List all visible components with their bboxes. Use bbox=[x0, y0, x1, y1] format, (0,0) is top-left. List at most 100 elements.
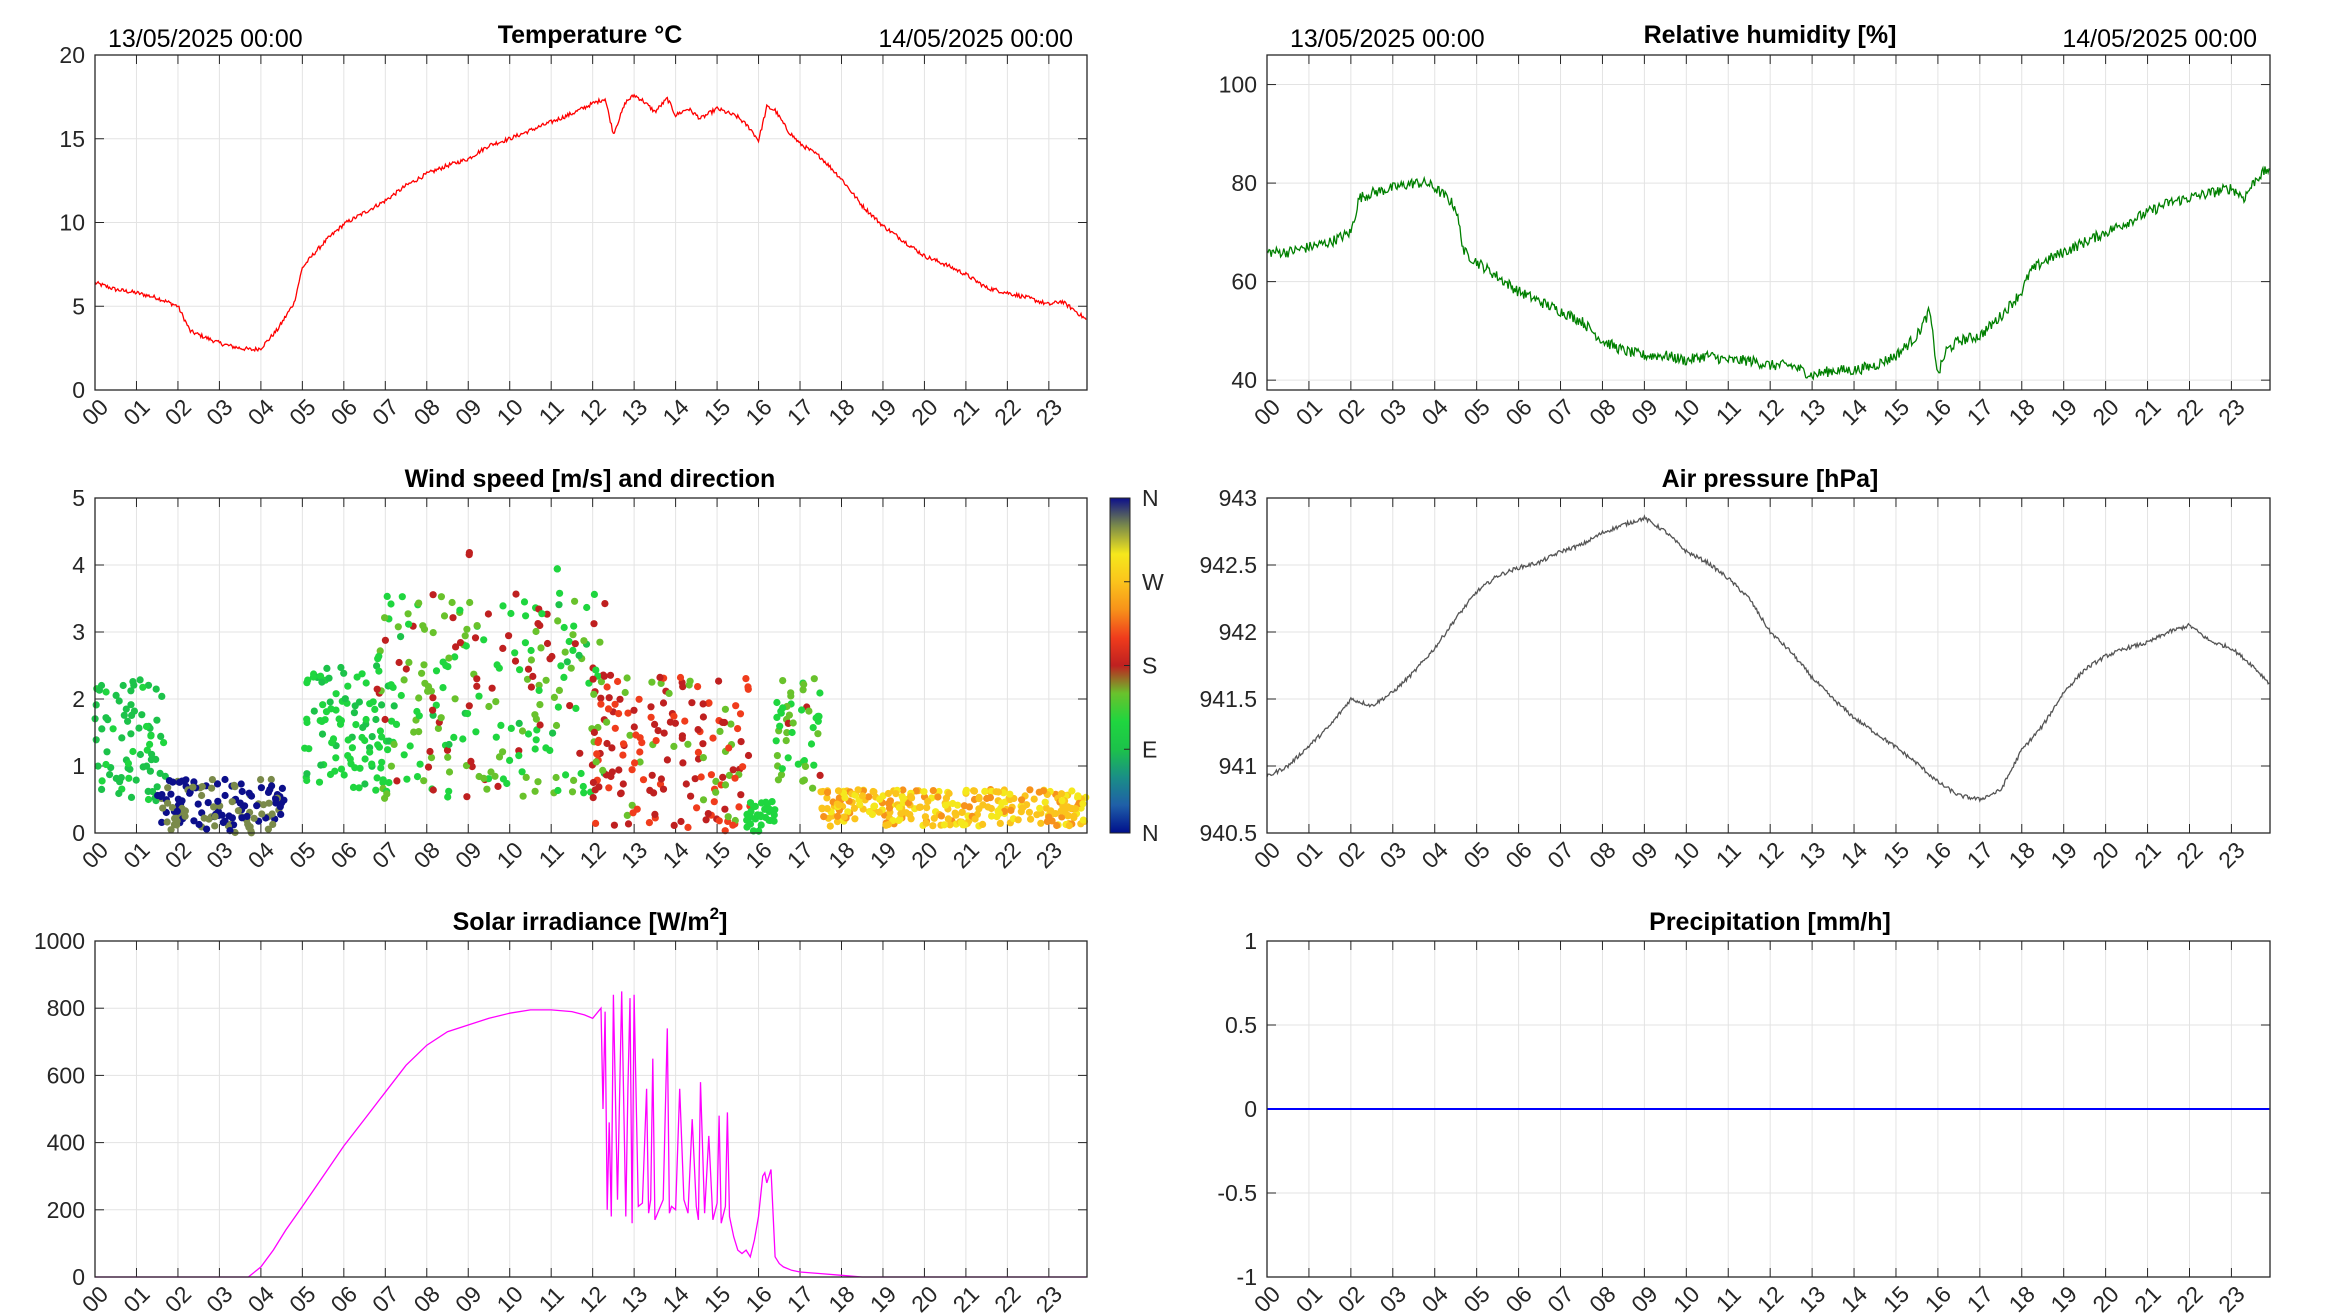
wind-point bbox=[638, 739, 646, 747]
wind-point bbox=[720, 718, 729, 727]
wind-point bbox=[459, 735, 467, 743]
wind-point bbox=[630, 706, 638, 714]
wind-point bbox=[840, 813, 848, 821]
wind-point bbox=[1037, 819, 1045, 827]
wind-point bbox=[1026, 786, 1034, 794]
solar-x-tick-label: 05 bbox=[284, 1281, 320, 1313]
wind-point bbox=[529, 672, 537, 681]
wind-point bbox=[958, 808, 966, 817]
solar-x-tick-label: 22 bbox=[989, 1281, 1025, 1313]
wind-point bbox=[427, 754, 436, 762]
wind-point bbox=[735, 803, 743, 811]
precipitation-x-tick-label: 05 bbox=[1458, 1281, 1494, 1313]
wind-point bbox=[699, 740, 707, 748]
humidity-x-tick-label: 19 bbox=[2045, 394, 2081, 430]
wind-point bbox=[154, 791, 162, 800]
wind-point bbox=[593, 750, 601, 758]
wind-point bbox=[475, 692, 483, 700]
wind-point bbox=[112, 774, 120, 783]
wind-point bbox=[237, 780, 245, 788]
wind-colorbar-label: N bbox=[1142, 820, 1159, 846]
wind-point bbox=[109, 725, 117, 733]
wind-point bbox=[416, 760, 424, 768]
wind-point bbox=[619, 780, 627, 788]
wind-point bbox=[555, 601, 563, 609]
temperature-x-tick-label: 08 bbox=[409, 394, 445, 430]
wind-point bbox=[615, 710, 623, 718]
wind-point bbox=[1018, 804, 1026, 812]
wind-point bbox=[375, 667, 383, 675]
wind-point bbox=[789, 719, 797, 727]
precipitation-axes-frame bbox=[1266, 940, 2271, 1278]
wind-point bbox=[688, 699, 696, 707]
wind-point bbox=[361, 755, 369, 763]
wind-point bbox=[810, 761, 818, 769]
wind-colorbar-label: N bbox=[1142, 485, 1159, 511]
wind-point bbox=[677, 817, 685, 826]
temperature-y-tick-label: 10 bbox=[59, 210, 85, 236]
wind-point bbox=[834, 812, 842, 820]
precipitation-x-tick-label: 01 bbox=[1291, 1281, 1327, 1313]
wind-point bbox=[278, 784, 286, 793]
wind-point bbox=[415, 728, 423, 736]
wind-point bbox=[397, 691, 405, 700]
wind-point bbox=[871, 802, 879, 810]
wind-point bbox=[142, 722, 151, 731]
wind-point bbox=[694, 683, 702, 691]
wind-point bbox=[1025, 808, 1033, 816]
wind-point bbox=[390, 702, 398, 710]
wind-point bbox=[566, 702, 574, 710]
wind-point bbox=[523, 675, 532, 683]
solar-x-tick-label: 04 bbox=[243, 1281, 280, 1313]
pressure-x-tick-label: 17 bbox=[1962, 837, 1998, 873]
wind-point bbox=[929, 787, 937, 795]
wind-point bbox=[773, 752, 782, 760]
wind-point bbox=[467, 757, 475, 766]
wind-point bbox=[331, 767, 339, 775]
wind-point bbox=[520, 598, 529, 606]
wind-point bbox=[400, 676, 408, 684]
wind-point bbox=[194, 800, 202, 808]
temperature-x-tick-label: 10 bbox=[491, 394, 527, 430]
wind-point bbox=[783, 729, 791, 737]
wind-point bbox=[267, 775, 275, 784]
wind-point bbox=[163, 818, 171, 826]
humidity-x-tick-label: 07 bbox=[1542, 394, 1578, 430]
wind-point bbox=[424, 763, 433, 771]
precipitation-x-tick-label: 06 bbox=[1500, 1281, 1536, 1313]
wind-point bbox=[319, 701, 327, 709]
wind-point bbox=[420, 661, 428, 669]
wind-point bbox=[670, 821, 678, 830]
wind-point bbox=[807, 740, 816, 748]
wind-point bbox=[464, 710, 472, 718]
wind-point bbox=[589, 675, 597, 683]
wind-point bbox=[744, 751, 753, 760]
solar-x-tick-label: 09 bbox=[450, 1281, 486, 1313]
wind-point bbox=[432, 667, 441, 675]
wind-point bbox=[590, 590, 599, 599]
wind-point bbox=[579, 782, 587, 791]
wind-point bbox=[378, 733, 386, 741]
solar-x-tick-label: 10 bbox=[491, 1281, 527, 1313]
wind-point bbox=[442, 662, 450, 670]
wind-point bbox=[1057, 790, 1066, 798]
wind-point bbox=[98, 785, 106, 794]
wind-point bbox=[485, 702, 493, 711]
wind-point bbox=[709, 734, 717, 742]
wind-point bbox=[465, 549, 473, 557]
wind-x-tick-label: 01 bbox=[118, 837, 154, 873]
wind-point bbox=[516, 666, 524, 674]
wind-point bbox=[550, 693, 559, 702]
wind-point bbox=[381, 794, 389, 802]
temperature-x-tick-label: 13 bbox=[616, 394, 652, 430]
wind-point bbox=[106, 771, 114, 779]
wind-point bbox=[615, 766, 623, 774]
wind-point bbox=[153, 783, 161, 791]
wind-point bbox=[534, 778, 542, 786]
wind-point bbox=[631, 759, 639, 767]
wind-point bbox=[899, 786, 907, 794]
wind-point bbox=[988, 812, 996, 820]
wind-point bbox=[451, 653, 459, 661]
wind-point bbox=[429, 694, 437, 702]
wind-point bbox=[944, 815, 952, 823]
